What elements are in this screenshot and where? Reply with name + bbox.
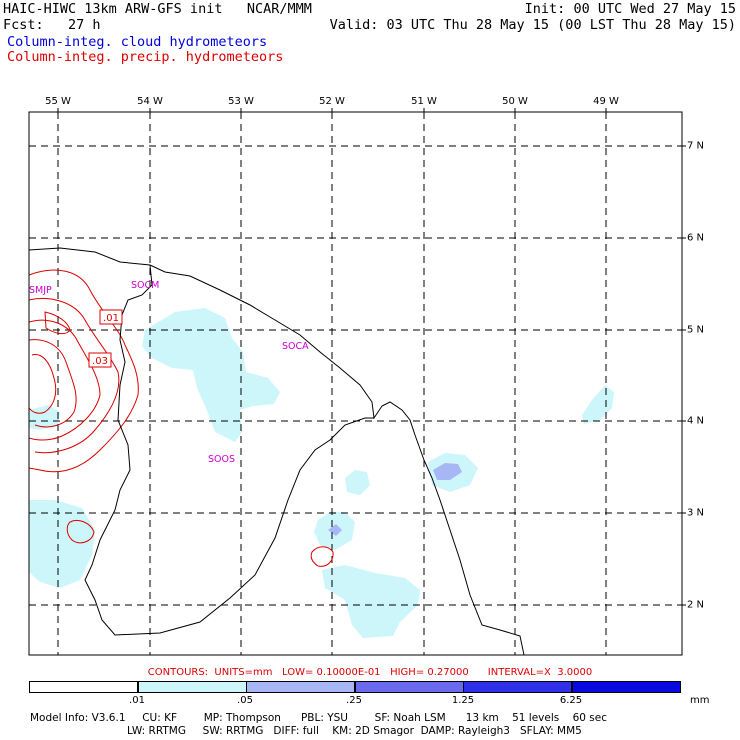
- lat-label-3n: 3 N: [687, 507, 705, 519]
- station-smjp: SMJP: [29, 285, 52, 296]
- lon-label-54w: 54 W: [137, 96, 163, 107]
- colorbar-segment: [246, 681, 355, 693]
- colorbar-label-625: 6.25: [559, 695, 583, 706]
- colorbar-unit: mm: [690, 695, 710, 706]
- valid-time: Valid: 03 UTC Thu 28 May 15 (00 LST Thu …: [329, 17, 736, 33]
- lat-label-6n: 6 N: [687, 232, 705, 244]
- cloud-area-central: [142, 308, 280, 442]
- coastline-and-borders: [29, 247, 525, 655]
- contour-info: CONTOURS: UNITS=mm LOW= 0.10000E-01 HIGH…: [147, 667, 593, 678]
- cloud-area-far-east: [582, 385, 614, 424]
- axis-ticks: [57, 108, 686, 606]
- colorbar-label-125: 1.25: [451, 695, 475, 706]
- lat-label-7n: 7 N: [687, 140, 705, 152]
- forecast-hour: Fcst: 27 h: [3, 17, 101, 33]
- lat-label-2n: 2 N: [687, 599, 705, 611]
- init-time: Init: 00 UTC Wed 27 May 15: [524, 1, 736, 17]
- model-title: HAIC-HIWC 13km ARW-GFS init NCAR/MMM: [3, 1, 312, 17]
- coastline: [29, 247, 525, 655]
- field-label-precip: Column-integ. precip. hydrometeors: [7, 49, 284, 65]
- border-west: [84, 264, 374, 636]
- lat-lon-grid: [29, 112, 682, 655]
- station-soca: SOCA: [282, 341, 309, 352]
- colorbar-label-01: .01: [129, 695, 145, 706]
- lon-label-50w: 50 W: [502, 96, 528, 107]
- lon-label-55w: 55 W: [45, 96, 71, 107]
- map-frame: [28, 111, 683, 656]
- model-info-line2: LW: RRTMG SW: RRTMG DIFF: full KM: 2D Sm…: [127, 725, 582, 737]
- colorbar-label-25: .25: [346, 695, 362, 706]
- colorbar-segment: [29, 681, 138, 693]
- station-soos: SOOS: [208, 454, 235, 465]
- cloud-fill-dense: [328, 463, 462, 536]
- colorbar-label-05: .05: [237, 695, 253, 706]
- field-label-cloud: Column-integ. cloud hydrometeors: [7, 34, 268, 50]
- colorbar-segment: [463, 681, 572, 693]
- precip-contours: [29, 269, 334, 567]
- svg-text:.03: .03: [92, 356, 108, 367]
- station-socm: SOCM: [131, 280, 159, 291]
- lon-label-52w: 52 W: [319, 96, 345, 107]
- lat-label-4n: 4 N: [687, 415, 705, 427]
- lon-label-53w: 53 W: [228, 96, 254, 107]
- contour-label-03: .03: [88, 352, 112, 368]
- colorbar-segment: [571, 681, 681, 693]
- svg-text:.01: .01: [103, 313, 119, 324]
- contour-label-01: .01: [99, 309, 123, 325]
- colorbar-segment: [137, 681, 247, 693]
- cloud-area-small: [345, 470, 370, 495]
- model-info-line1: Model Info: V3.6.1 CU: KF MP: Thompson P…: [30, 712, 607, 724]
- lon-label-49w: 49 W: [593, 96, 619, 107]
- lat-label-5n: 5 N: [687, 324, 705, 336]
- cloud-area-southwest: [29, 500, 95, 588]
- cloud-fill-areas: [29, 308, 614, 638]
- colorbar-segment: [354, 681, 464, 693]
- cloud-area-south: [322, 565, 420, 638]
- lon-label-51w: 51 W: [411, 96, 437, 107]
- cloud-area-west: [29, 405, 60, 430]
